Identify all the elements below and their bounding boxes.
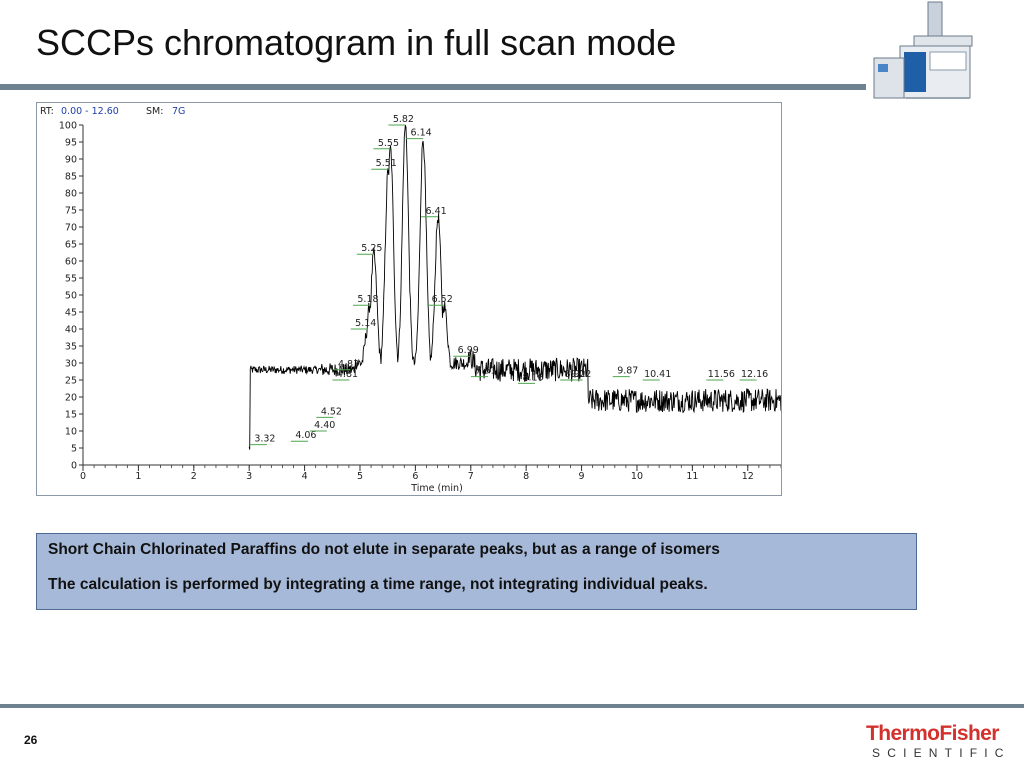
title-rule: [0, 84, 866, 90]
thermo-fisher-logo: ThermoFisher SCIENTIFIC: [866, 722, 1012, 762]
peak-label-9-02: 9.02: [570, 369, 591, 380]
x-tick-label: 10: [631, 471, 643, 482]
brand-subline: SCIENTIFIC: [872, 746, 1011, 760]
x-tick-label: 8: [523, 471, 529, 482]
x-tick-label: 9: [579, 471, 585, 482]
y-tick-label: 40: [65, 325, 77, 336]
sm-value: 7G: [172, 106, 185, 117]
y-tick-label: 30: [65, 359, 77, 370]
peak-label-6-41: 6.41: [426, 206, 447, 217]
peak-label-8-16: 8.16: [522, 372, 543, 383]
y-tick-label: 85: [65, 172, 77, 183]
x-tick-label: 5: [357, 471, 363, 482]
peak-label-4-52: 4.52: [321, 406, 342, 417]
y-tick-label: 10: [65, 427, 77, 438]
rt-label: RT:: [40, 106, 54, 117]
y-tick-label: 90: [65, 155, 77, 166]
brand-wordmark: ThermoFisher: [866, 722, 999, 745]
footer-rule: [0, 704, 1024, 708]
peak-label-7-31: 7.31: [475, 366, 496, 377]
peak-label-5-82: 5.82: [393, 114, 414, 125]
peak-label-3-32: 3.32: [254, 434, 275, 445]
x-axis-label: Time (min): [410, 483, 463, 494]
peak-label-4-81: 4.81: [337, 369, 358, 380]
y-tick-label: 80: [65, 189, 77, 200]
peak-label-5-55: 5.55: [378, 138, 399, 149]
y-tick-label: 55: [65, 274, 77, 285]
peak-label-5-51: 5.51: [376, 158, 397, 169]
peak-label-6-99: 6.99: [458, 345, 479, 356]
peak-label-6-52: 6.52: [432, 294, 453, 305]
note-box: Short Chain Chlorinated Paraffins do not…: [36, 533, 917, 610]
gc-ms-instrument-icon: [873, 1, 973, 99]
peak-label-8-92: 8.92: [565, 369, 586, 380]
x-tick-label: 11: [686, 471, 698, 482]
y-tick-label: 0: [71, 461, 77, 472]
page-number: 26: [24, 733, 38, 747]
y-tick-label: 20: [65, 393, 77, 404]
peak-label-4-06: 4.06: [295, 430, 316, 441]
note-line-1: Short Chain Chlorinated Paraffins do not…: [48, 541, 720, 558]
peak-label-4-40: 4.40: [314, 420, 335, 431]
slide-title: SCCPs chromatogram in full scan mode: [36, 22, 677, 63]
peak-label-6-14: 6.14: [411, 128, 432, 139]
x-tick-label: 6: [412, 471, 418, 482]
x-tick-label: 12: [742, 471, 754, 482]
peak-label-5-18: 5.18: [357, 294, 378, 305]
y-tick-label: 60: [65, 257, 77, 268]
peak-label-5-25: 5.25: [361, 243, 382, 254]
x-tick-label: 2: [191, 471, 197, 482]
peak-label-11-56: 11.56: [708, 369, 735, 380]
y-tick-label: 100: [59, 121, 77, 132]
y-tick-label: 50: [65, 291, 77, 302]
x-tick-label: 4: [302, 471, 308, 482]
y-tick-label: 25: [65, 376, 77, 387]
y-tick-label: 15: [65, 410, 77, 421]
note-line-2: The calculation is performed by integrat…: [48, 576, 708, 593]
y-tick-label: 70: [65, 223, 77, 234]
x-tick-label: 1: [135, 471, 141, 482]
sm-label: SM:: [146, 106, 163, 117]
peak-label-4-83: 4.83: [338, 359, 359, 370]
y-tick-label: 35: [65, 342, 77, 353]
peak-label-5-14: 5.14: [355, 318, 376, 329]
y-tick-label: 75: [65, 206, 77, 217]
chromatogram-trace: [248, 124, 781, 450]
chromatogram-chart: RT: 0.00 - 12.60 SM: 7G 0 5 10 15 20 25 30 35 40…: [36, 102, 782, 496]
x-tick-label: 7: [468, 471, 474, 482]
rt-range-value: 0.00 - 12.60: [61, 106, 119, 117]
peak-label-12-16: 12.16: [741, 369, 768, 380]
y-tick-label: 5: [71, 444, 77, 455]
y-tick-label: 95: [65, 138, 77, 149]
peak-label-9-87: 9.87: [617, 366, 638, 377]
chromatogram-svg: RT: 0.00 - 12.60 SM: 7G 0510152025303540…: [40, 106, 781, 494]
x-tick-label: 3: [246, 471, 252, 482]
y-tick-label: 45: [65, 308, 77, 319]
x-tick-label: 0: [80, 471, 86, 482]
y-tick-label: 65: [65, 240, 77, 251]
peak-label-10-41: 10.41: [644, 369, 671, 380]
